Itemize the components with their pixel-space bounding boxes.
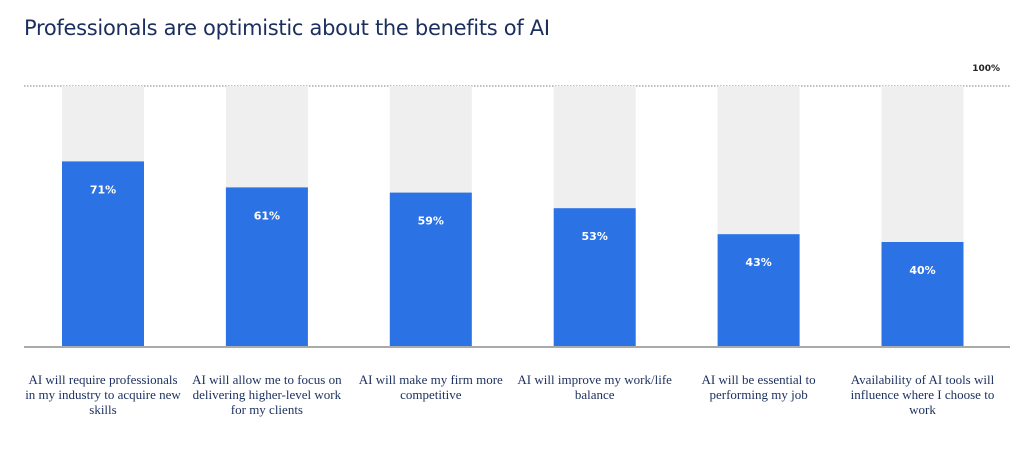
bar bbox=[62, 161, 144, 346]
bar-value-label: 43% bbox=[745, 256, 771, 269]
bar-value-label: 53% bbox=[582, 230, 608, 243]
bar bbox=[881, 242, 964, 346]
bar bbox=[389, 192, 472, 346]
bar-value-label: 40% bbox=[909, 264, 935, 277]
category-label: AI will be essential to performing my jo… bbox=[701, 372, 816, 402]
chart-title: Professionals are optimistic about the b… bbox=[24, 16, 550, 40]
bar bbox=[717, 234, 800, 346]
bar-value-label: 61% bbox=[254, 209, 280, 222]
category-label: Availability of AI tools will influence … bbox=[850, 372, 995, 417]
bar-value-label: 71% bbox=[90, 183, 116, 196]
bar-value-label: 59% bbox=[418, 215, 444, 228]
bar bbox=[225, 187, 308, 346]
category-label: AI will allow me to focus on delivering … bbox=[192, 372, 342, 417]
category-label: AI will improve my work/life balance bbox=[517, 372, 672, 402]
bar bbox=[553, 208, 636, 346]
reference-line-label: 100% bbox=[972, 64, 1000, 74]
category-label: AI will require professionals in my indu… bbox=[25, 372, 181, 417]
category-label: AI will make my firm more competitive bbox=[358, 372, 503, 402]
